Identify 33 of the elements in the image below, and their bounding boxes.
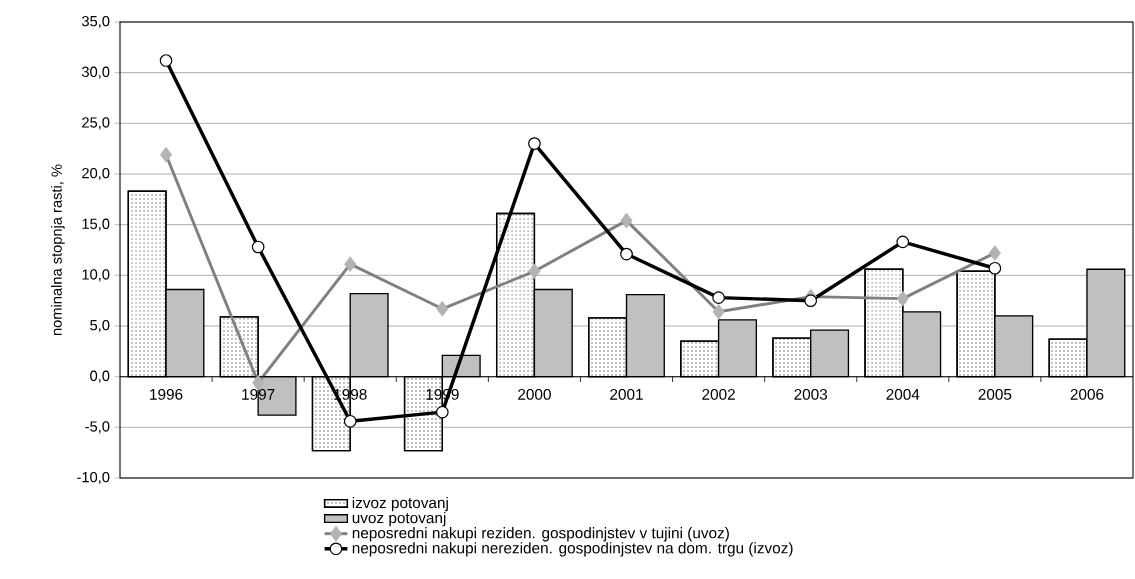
point <box>251 240 265 254</box>
point <box>620 247 633 261</box>
legend-label: izvoz potovanj <box>352 496 448 512</box>
y-tick-label: -10,0 <box>77 471 110 485</box>
y-tick-label: 25,0 <box>82 117 110 130</box>
point <box>528 137 541 150</box>
y-tick-label: 5,0 <box>90 319 110 333</box>
x-tick-label: 2000 <box>518 388 551 400</box>
y-axis-title: nominalna stopnja rasti, % <box>51 164 65 336</box>
y-tick-label: 30,0 <box>81 66 110 79</box>
point <box>159 54 173 67</box>
x-tick-label: 2001 <box>610 388 643 400</box>
point <box>343 414 357 428</box>
legend-label: uvoz potovanj <box>352 512 446 527</box>
point <box>435 405 449 419</box>
x-tick-label: 2005 <box>978 388 1012 400</box>
y-tick-label: 0,0 <box>90 370 110 383</box>
y-tick-label: 20,0 <box>82 167 110 181</box>
x-tick-label: 2006 <box>1070 388 1104 400</box>
y-tick-label: 35,0 <box>81 15 110 29</box>
y-tick-label: -5,0 <box>85 421 110 434</box>
legend-label: neposredni nakupi nereziden. gospodinjstev na dom. trgu (izvoz) <box>352 542 793 557</box>
point <box>712 291 725 304</box>
x-tick-label: 2002 <box>702 388 735 400</box>
y-tick-label: 15,0 <box>82 218 110 231</box>
y-tick-label: 10,0 <box>82 269 110 282</box>
point <box>896 235 910 249</box>
legend-label: neposredni nakupi reziden. gospodinjstev v tujini (uvoz) <box>352 527 729 542</box>
x-tick-label: 2003 <box>794 388 828 400</box>
point <box>988 261 1002 275</box>
x-tick-label: 2004 <box>886 388 920 400</box>
point <box>804 294 818 307</box>
x-tick-label: 1996 <box>150 388 183 400</box>
